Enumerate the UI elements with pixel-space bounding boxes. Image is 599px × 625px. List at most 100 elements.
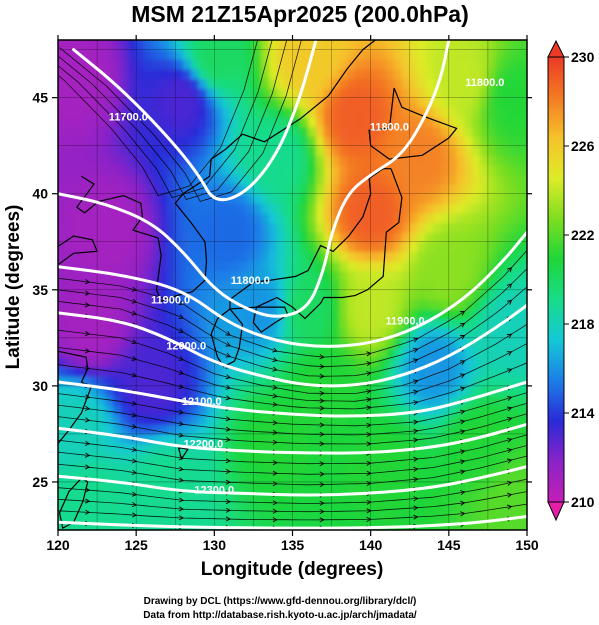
wind-arrow [506, 504, 513, 510]
heat-cell [323, 136, 333, 147]
heat-cell [206, 337, 215, 348]
heat-cell [448, 395, 458, 406]
heat-cell [167, 270, 176, 281]
heat-cell [487, 491, 497, 502]
heat-cell [104, 145, 114, 156]
wind-arrow [272, 439, 278, 445]
heat-cell [472, 49, 481, 60]
heat-cell [308, 193, 317, 204]
heat-cell [401, 280, 411, 291]
heat-cell [386, 385, 395, 397]
heat-cell [480, 347, 489, 358]
heat-cell [370, 261, 380, 272]
heat-cell [527, 348, 535, 358]
heat-cell [316, 78, 325, 89]
heat-cell [347, 40, 356, 41]
heat-cell [323, 40, 333, 51]
heat-cell [284, 414, 294, 425]
heat-cell [331, 462, 340, 473]
heat-cell [323, 472, 333, 483]
heat-cell [433, 385, 442, 397]
heat-cell [487, 116, 497, 128]
heat-cell [97, 251, 106, 262]
heat-cell [511, 462, 520, 473]
heat-cell [401, 174, 411, 185]
heat-cell [316, 347, 325, 358]
heat-cell [417, 366, 426, 377]
heat-cell [136, 405, 145, 416]
heat-cell [300, 68, 309, 79]
heat-cell [472, 145, 481, 156]
heat-cell [73, 366, 82, 377]
heat-cell [206, 520, 215, 530]
heat-cell [120, 510, 129, 521]
heat-cell [276, 366, 286, 377]
heat-cell [245, 203, 254, 214]
wind-arrow [131, 512, 138, 518]
heat-cell [183, 270, 192, 281]
heat-cell [394, 289, 403, 300]
heat-cell [128, 88, 137, 99]
heat-cell [120, 59, 129, 70]
heat-cell [175, 222, 184, 233]
heat-cell [495, 193, 505, 204]
heat-cell [331, 318, 340, 329]
heat-cell [495, 241, 505, 252]
heat-cell [151, 472, 161, 483]
heat-cell [355, 309, 364, 320]
heat-cell [65, 337, 75, 348]
heat-cell [284, 203, 294, 214]
heat-cell [480, 222, 489, 233]
heat-cell [386, 482, 395, 493]
heat-cell [464, 78, 473, 89]
heat-cell [441, 376, 450, 387]
heat-cell [347, 222, 356, 233]
heat-cell [316, 174, 325, 185]
heat-cell [120, 155, 129, 166]
heat-cell [331, 453, 340, 464]
heat-cell [269, 78, 278, 89]
heat-cell [394, 405, 403, 416]
heat-cell [190, 357, 200, 368]
heat-cell [347, 145, 356, 156]
wind-arrow [131, 424, 138, 430]
heat-cell [276, 116, 286, 128]
heat-cell [355, 88, 364, 99]
heat-cell [370, 212, 380, 224]
heat-cell [261, 261, 270, 272]
heat-cell [58, 116, 67, 128]
heat-cell [362, 241, 372, 252]
heat-cell [347, 453, 356, 464]
heat-cell [464, 212, 473, 224]
heat-cell [206, 357, 215, 368]
heat-cell [425, 222, 434, 233]
heat-cell [175, 164, 184, 176]
heat-cell [331, 385, 340, 397]
heat-cell [269, 357, 278, 368]
heat-cell [276, 289, 286, 300]
heat-cell [222, 49, 231, 60]
heat-cell [237, 482, 247, 493]
heat-cell [487, 309, 497, 320]
heat-cell [511, 203, 520, 214]
heat-cell [456, 491, 465, 502]
heat-cell [527, 405, 535, 415]
heat-cell [503, 472, 512, 483]
heat-cell [355, 414, 364, 425]
heat-cell [448, 107, 458, 118]
heat-cell [113, 530, 121, 540]
heat-cell [370, 59, 380, 70]
heat-cell [378, 126, 387, 137]
heat-cell [81, 59, 90, 70]
heat-cell [245, 462, 254, 473]
heat-cell [331, 59, 340, 70]
heat-cell [417, 193, 426, 204]
heat-cell [136, 414, 145, 425]
heat-cell [401, 414, 411, 425]
heat-cell [89, 261, 98, 272]
heat-cell [308, 366, 317, 377]
colorbar-tick-label: 226 [571, 138, 595, 154]
heat-cell [292, 453, 301, 464]
heat-cell [261, 222, 270, 233]
heat-cell [159, 203, 168, 214]
